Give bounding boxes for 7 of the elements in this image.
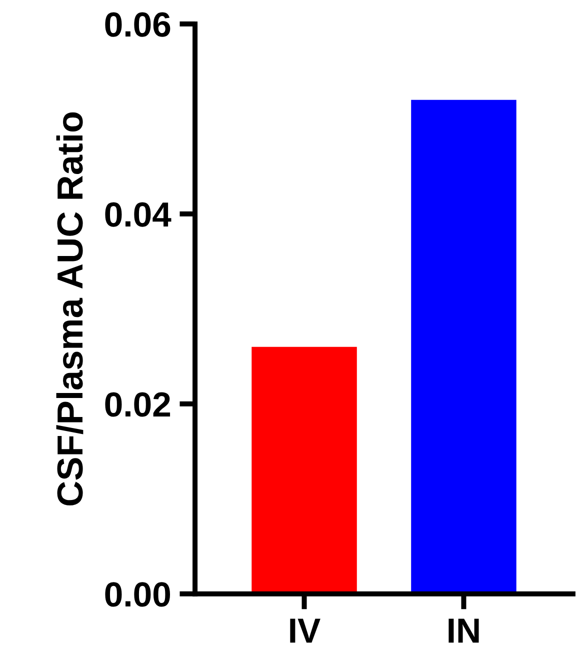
y-axis-title: CSF/Plasma AUC Ratio (56, 112, 84, 506)
x-tick-label: IV (290, 618, 320, 643)
y-tick-label: 0.02 (105, 392, 170, 417)
y-tick-label: 0.06 (105, 12, 170, 37)
y-tick-label: 0.04 (105, 202, 172, 227)
y-tick-label: 0.00 (105, 582, 170, 607)
x-tick-label: IN (448, 618, 479, 643)
